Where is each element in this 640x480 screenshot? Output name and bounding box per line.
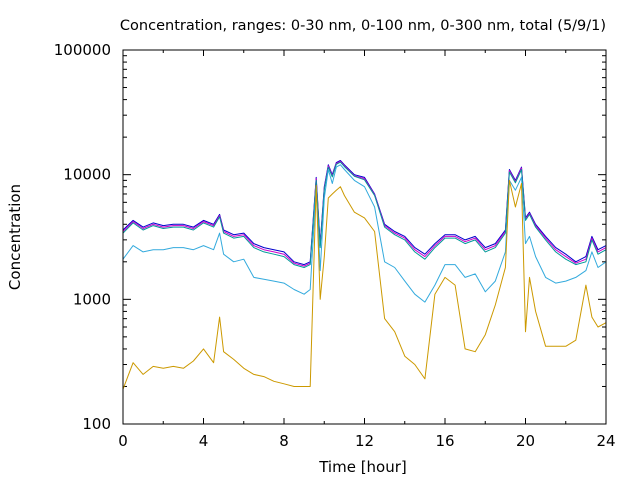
x-tick-label: 8 [279, 432, 289, 450]
y-axis-label: Concentration [6, 184, 24, 290]
x-tick-label: 24 [596, 432, 615, 450]
y-tick-label: 100000 [54, 41, 111, 59]
x-tick-label: 0 [118, 432, 128, 450]
series-group [122, 160, 607, 390]
series-line-4 [122, 164, 607, 303]
x-tick-label: 20 [516, 432, 535, 450]
x-tick-label: 4 [199, 432, 209, 450]
axis-ticks: 0 4 8 12 16 20 24 100 1000 10000 100000 [54, 41, 616, 450]
x-tick-label: 12 [355, 432, 374, 450]
y-tick-label: 100 [82, 415, 111, 433]
plot-frame [122, 49, 607, 425]
y-tick-label: 1000 [73, 290, 111, 308]
series-line-3 [122, 161, 607, 268]
y-tick-label: 10000 [63, 166, 111, 184]
series-line-5 [122, 179, 607, 390]
x-axis-label: Time [hour] [318, 458, 407, 476]
chart-title: Concentration, ranges: 0-30 nm, 0-100 nm… [120, 18, 606, 34]
x-tick-label: 16 [435, 432, 454, 450]
series-line-1 [122, 160, 607, 266]
